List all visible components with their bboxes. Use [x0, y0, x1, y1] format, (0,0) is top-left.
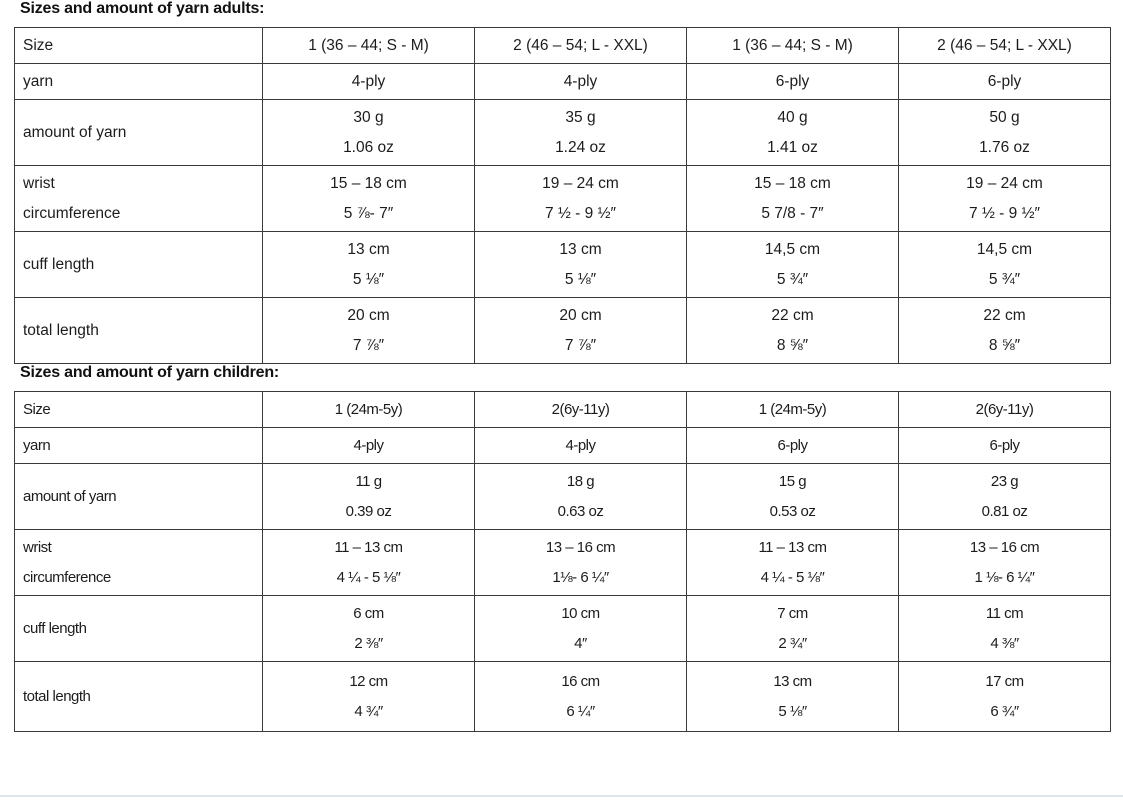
data-cell: 17 cm 6 ¾″ [898, 661, 1111, 732]
adults-yarn-row: yarn 4-ply 4-ply 6-ply 6-ply [14, 63, 1111, 100]
children-amount-row: amount of yarn 11 g 0.39 oz 18 g 0.63 oz… [14, 463, 1111, 530]
page-bottom-divider [0, 795, 1123, 797]
data-cell: 15 g 0.53 oz [686, 463, 899, 530]
data-cell: 30 g 1.06 oz [262, 99, 475, 166]
data-cell: 14,5 cm 5 ¾″ [898, 231, 1111, 298]
data-cell: 10 cm 4″ [474, 595, 687, 662]
data-cell: 11 g 0.39 oz [262, 463, 475, 530]
row-label-amount: amount of yarn [14, 463, 263, 530]
row-label-amount: amount of yarn [14, 99, 263, 166]
column-header-size-3: 1 (24m-5y) [686, 391, 899, 428]
row-label-yarn: yarn [14, 63, 263, 100]
row-label-wrist: wrist circumference [14, 165, 263, 232]
data-cell: 20 cm 7 ⅞″ [262, 297, 475, 364]
column-header-size-1: 1 (36 – 44; S - M) [262, 27, 475, 64]
row-label-cuff: cuff length [14, 595, 263, 662]
data-cell: 4-ply [262, 427, 475, 464]
adults-cuff-row: cuff length 13 cm 5 ⅛″ 13 cm 5 ⅛″ 14,5 c… [14, 231, 1111, 298]
row-label-total: total length [14, 297, 263, 364]
data-cell: 14,5 cm 5 ¾″ [686, 231, 899, 298]
column-header-size: Size [14, 391, 263, 428]
column-header-size-4: 2 (46 – 54; L - XXL) [898, 27, 1111, 64]
column-header-size-2: 2 (46 – 54; L - XXL) [474, 27, 687, 64]
children-section: Sizes and amount of yarn children: Size … [0, 364, 1123, 732]
column-header-size-4: 2(6y-11y) [898, 391, 1111, 428]
children-table-title: Sizes and amount of yarn children: [20, 364, 280, 381]
data-cell: 11 – 13 cm 4 ¼ - 5 ⅛″ [686, 529, 899, 596]
data-cell: 23 g 0.81 oz [898, 463, 1111, 530]
data-cell: 13 – 16 cm 1⅛- 6 ¼″ [474, 529, 687, 596]
column-header-size-3: 1 (36 – 44; S - M) [686, 27, 899, 64]
adults-header-row: Size 1 (36 – 44; S - M) 2 (46 – 54; L - … [14, 27, 1111, 64]
data-cell: 6-ply [686, 63, 899, 100]
children-cuff-row: cuff length 6 cm 2 ⅜″ 10 cm 4″ 7 cm 2 ¾″ [14, 595, 1111, 662]
data-cell: 4-ply [474, 427, 687, 464]
adults-table: Size 1 (36 – 44; S - M) 2 (46 – 54; L - … [14, 27, 1111, 364]
data-cell: 20 cm 7 ⅞″ [474, 297, 687, 364]
data-cell: 6-ply [898, 63, 1111, 100]
data-cell: 35 g 1.24 oz [474, 99, 687, 166]
data-cell: 16 cm 6 ¼″ [474, 661, 687, 732]
data-cell: 4-ply [474, 63, 687, 100]
data-cell: 11 – 13 cm 4 ¼ - 5 ⅛″ [262, 529, 475, 596]
row-label-wrist: wrist circumference [14, 529, 263, 596]
data-cell: 15 – 18 cm 5 7/8 - 7″ [686, 165, 899, 232]
adults-wrist-row: wrist circumference 15 – 18 cm 5 ⅞- 7″ 1… [14, 165, 1111, 232]
adults-total-row: total length 20 cm 7 ⅞″ 20 cm 7 ⅞″ 22 cm… [14, 297, 1111, 364]
data-cell: 13 cm 5 ⅛″ [262, 231, 475, 298]
adults-amount-row: amount of yarn 30 g 1.06 oz 35 g 1.24 oz… [14, 99, 1111, 166]
children-wrist-row: wrist circumference 11 – 13 cm 4 ¼ - 5 ⅛… [14, 529, 1111, 596]
data-cell: 13 – 16 cm 1 ⅛- 6 ¼″ [898, 529, 1111, 596]
children-yarn-row: yarn 4-ply 4-ply 6-ply 6-ply [14, 427, 1111, 464]
data-cell: 40 g 1.41 oz [686, 99, 899, 166]
data-cell: 13 cm 5 ⅛″ [474, 231, 687, 298]
row-label-total: total length [14, 661, 263, 732]
data-cell: 13 cm 5 ⅛″ [686, 661, 899, 732]
data-cell: 22 cm 8 ⅝″ [898, 297, 1111, 364]
data-cell: 19 – 24 cm 7 ½ - 9 ½″ [898, 165, 1111, 232]
data-cell: 11 cm 4 ⅜″ [898, 595, 1111, 662]
data-cell: 6-ply [686, 427, 899, 464]
data-cell: 6-ply [898, 427, 1111, 464]
data-cell: 50 g 1.76 oz [898, 99, 1111, 166]
column-header-size-2: 2(6y-11y) [474, 391, 687, 428]
data-cell: 4-ply [262, 63, 475, 100]
column-header-size-1: 1 (24m-5y) [262, 391, 475, 428]
children-total-row: total length 12 cm 4 ¾″ 16 cm 6 ¼″ 13 cm… [14, 661, 1111, 732]
data-cell: 22 cm 8 ⅝″ [686, 297, 899, 364]
data-cell: 18 g 0.63 oz [474, 463, 687, 530]
data-cell: 15 – 18 cm 5 ⅞- 7″ [262, 165, 475, 232]
row-label-cuff: cuff length [14, 231, 263, 298]
data-cell: 7 cm 2 ¾″ [686, 595, 899, 662]
data-cell: 19 – 24 cm 7 ½ - 9 ½″ [474, 165, 687, 232]
adults-section: Sizes and amount of yarn adults: Size 1 … [0, 0, 1123, 364]
row-label-yarn: yarn [14, 427, 263, 464]
children-table: Size 1 (24m-5y) 2(6y-11y) 1 (24m-5y) 2(6… [14, 391, 1111, 732]
adults-table-title: Sizes and amount of yarn adults: [20, 0, 265, 17]
data-cell: 12 cm 4 ¾″ [262, 661, 475, 732]
children-header-row: Size 1 (24m-5y) 2(6y-11y) 1 (24m-5y) 2(6… [14, 391, 1111, 428]
data-cell: 6 cm 2 ⅜″ [262, 595, 475, 662]
column-header-size: Size [14, 27, 263, 64]
